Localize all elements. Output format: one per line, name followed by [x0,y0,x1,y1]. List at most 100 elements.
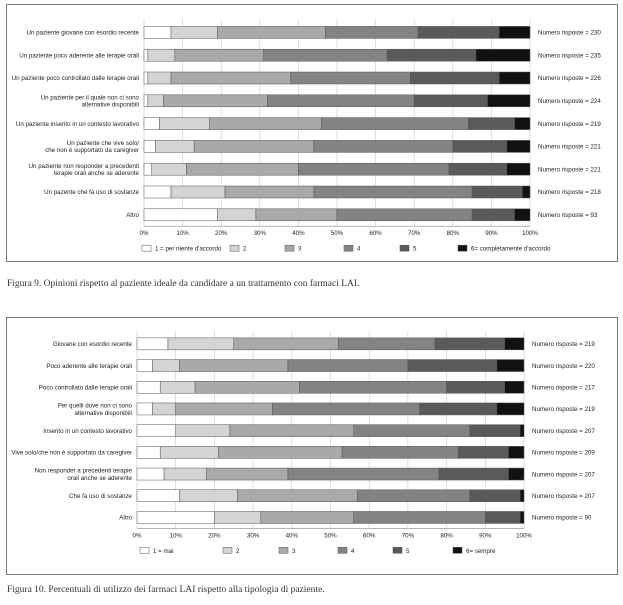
bar-segment [287,359,409,372]
category-label: Altro [119,515,132,522]
legend-swatch [284,244,295,252]
bar-segment [214,511,262,524]
x-tick-label: 60% [369,230,382,237]
bar-segment [136,446,161,459]
response-count-label: Numero risposte = 230 [538,30,601,37]
legend-swatch [141,244,152,252]
bar-segment [152,359,180,372]
legend-label: 6= sempre [466,548,496,555]
bar-segment [143,140,156,153]
category-label-line: Altro [119,515,132,522]
bar-segment [143,94,149,108]
bar-segment [313,185,473,199]
category-label: Non responder a precedenti terapie orali … [35,468,133,482]
category-label: Un paziente poco controllato dalle terap… [12,75,139,82]
bar-segment [336,208,473,222]
bar-segment [143,162,152,176]
x-tick-label: 20% [208,532,221,539]
bar-segment [151,162,187,176]
bar-segment [136,511,215,524]
legend-label: 5 [406,548,410,555]
bar-segment [508,467,525,481]
bar-segment [287,467,440,481]
bar-segment [170,26,218,39]
category-label: Vive solo/che non è supportato da caregi… [11,450,132,457]
response-count-label: Numero risposte = 219 [532,341,595,348]
bar-segment [514,117,531,130]
category-label: Poco controllato dalle terapie orali [39,384,132,391]
bar-segment [136,402,153,416]
bar-segment [469,489,521,502]
bar-segment [136,359,153,372]
category-label-line: terapie orali anche se aderente [54,170,140,177]
category-label-line: Vive solo/che non è supportato da caregi… [11,450,132,457]
legend-label: 1 = per niente d'accordo [155,246,222,253]
bar-segment [159,446,219,459]
response-count-label: Numero risposte = 221 [538,166,601,173]
x-tick-label: 50% [331,230,344,237]
category-label-line: Un paziente poco aderente alle terapie o… [19,52,139,59]
category-label: Un paziente che vive solo/che non è supp… [45,140,139,154]
bar-segment [163,94,268,108]
bar-segment [167,337,235,351]
response-count-label: Numero risposte = 220 [532,363,595,370]
bar-segment [163,467,207,481]
legend-label: 6= completamente d'accordo [471,246,551,253]
bar-segment [434,337,505,351]
bar-segment [386,48,477,62]
legend-swatch [399,244,410,252]
bar-segment [522,185,531,199]
category-label: Inserito in un contesto lavorativo [43,428,132,435]
bar-segment [496,402,525,416]
bar-segment [337,337,436,351]
bar-segment [506,162,531,176]
response-count-label: Numero risposte = 207 [532,493,595,500]
category-label-line: alternative disponibili [82,102,139,109]
bar-segment [272,402,420,416]
x-tick-label: 90% [485,230,498,237]
response-count-label: Numero risposte = 219 [538,121,601,128]
bar-segment [452,140,508,153]
category-label-line: Un pazente che fa uso di sostanze [44,189,139,196]
legend-swatch [452,547,463,554]
bar-segment [496,359,525,372]
bar-segment [514,208,531,222]
bar-segment [471,208,515,222]
category-label-line: Poco controllato dalle terapie orali [39,384,132,391]
category-label-line: orali anche se aderente [67,475,132,482]
legend-swatch [229,244,240,252]
legend-swatch [343,244,354,252]
category-label: Che fa uso di sostanze [69,493,133,500]
bar-segment [519,489,525,502]
category-label: Un paziente non responder a precedenti te… [29,163,140,177]
category-label-line: Altro [126,212,139,219]
bar-segment [136,489,180,502]
bar-segment [413,94,488,108]
bar-segment [152,402,176,416]
x-tick-label: 30% [247,532,260,539]
bar-segment [159,117,210,130]
bar-segment [504,381,525,394]
bar-segment [186,162,299,176]
legend-label: 2 [243,246,247,253]
bar-segment [508,446,525,459]
legend-swatch [222,547,233,554]
bar-segment [206,467,289,481]
category-label-line: Inserito in un contesto lavorativo [43,428,132,435]
bar-segment [217,26,326,39]
bar-segment [237,489,358,502]
bar-segment [143,26,172,39]
bar-segment [147,94,164,108]
category-label-line: Giovane con esordio recente [53,341,133,348]
response-count-label: Numero risposte = 226 [538,75,601,82]
bar-segment [147,71,172,85]
legend-swatch [392,547,403,554]
category-label: Un paziente per il quale non ci sono alte… [41,94,140,108]
bar-segment [229,424,354,437]
bar-segment [194,381,300,394]
bar-segment [136,381,161,394]
bar-segment [255,208,338,222]
bar-segment [263,48,388,62]
bar-segment [143,208,218,222]
legend-label: 5 [413,246,417,253]
